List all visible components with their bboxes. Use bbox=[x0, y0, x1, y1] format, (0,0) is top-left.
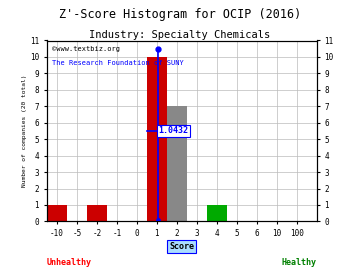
Y-axis label: Number of companies (20 total): Number of companies (20 total) bbox=[22, 75, 27, 187]
Text: Industry: Specialty Chemicals: Industry: Specialty Chemicals bbox=[89, 30, 271, 40]
Text: Unhealthy: Unhealthy bbox=[47, 258, 92, 266]
Text: 1.0432: 1.0432 bbox=[159, 126, 189, 136]
Bar bbox=[87, 205, 107, 221]
Text: Healthy: Healthy bbox=[282, 258, 317, 266]
Text: ©www.textbiz.org: ©www.textbiz.org bbox=[52, 46, 120, 52]
Text: Z'-Score Histogram for OCIP (2016): Z'-Score Histogram for OCIP (2016) bbox=[59, 8, 301, 21]
Bar bbox=[47, 205, 67, 221]
X-axis label: Score: Score bbox=[169, 242, 194, 251]
Text: The Research Foundation of SUNY: The Research Foundation of SUNY bbox=[52, 60, 184, 66]
Bar bbox=[147, 57, 167, 221]
Bar bbox=[167, 106, 187, 221]
Bar bbox=[207, 205, 227, 221]
